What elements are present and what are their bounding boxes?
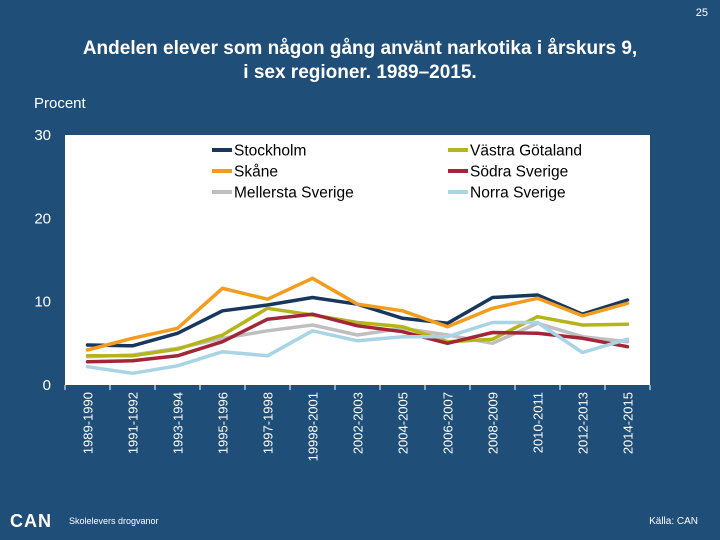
y-axis-unit-label: Procent [34, 95, 86, 112]
x-tick-label: 2010-2011 [531, 392, 546, 453]
plot-area [65, 135, 650, 385]
chart-title-line-1: Andelen elever som någon gång använt nar… [82, 38, 638, 59]
x-tick-label: 2002-2003 [351, 392, 366, 454]
series-line-södra-sverige [85, 312, 630, 364]
y-tick-label: 20 [34, 210, 51, 227]
series-line-skåne [85, 276, 630, 352]
x-tick-label: 1991-1992 [126, 392, 141, 454]
legend-label: Skåne [234, 164, 278, 181]
legend-label: Stockholm [234, 143, 306, 160]
chart-title: Andelen elever som någon gång använt nar… [20, 37, 700, 85]
legend-label: Södra Sverige [470, 164, 568, 181]
legend-label: Västra Götaland [470, 143, 582, 160]
legend-label: Mellersta Sverige [234, 185, 354, 202]
x-tick-label: 1997-1998 [261, 392, 276, 454]
chart-title-line-2: i sex regioner. 1989–2015. [243, 62, 477, 83]
y-tick-label: 30 [34, 127, 51, 144]
x-tick-label: 2012-2013 [576, 392, 591, 454]
x-tick-label: 1993-1994 [171, 392, 186, 454]
series-line-norra-sverige [85, 320, 630, 376]
can-logo: CAN [10, 511, 52, 531]
x-tick-label: 19998-2001 [306, 392, 321, 461]
x-tick-label: 2004-2005 [396, 392, 411, 454]
y-tick-label: 0 [43, 377, 51, 394]
legend-label: Norra Sverige [470, 185, 566, 202]
x-tick-label: 1989-1990 [81, 392, 96, 454]
footer-organization: Skolelevers drogvanor [69, 516, 159, 526]
x-tick-label: 2008-2009 [486, 392, 501, 454]
x-tick-label: 2014-2015 [621, 392, 636, 454]
x-tick-label: 2006-2007 [441, 392, 456, 454]
series-line-västra-götaland [85, 306, 630, 358]
x-tick-label: 1995-1996 [216, 392, 231, 454]
footer-source: Källa: CAN [649, 516, 698, 527]
page-number: 25 [695, 7, 708, 19]
y-tick-label: 10 [34, 294, 51, 311]
